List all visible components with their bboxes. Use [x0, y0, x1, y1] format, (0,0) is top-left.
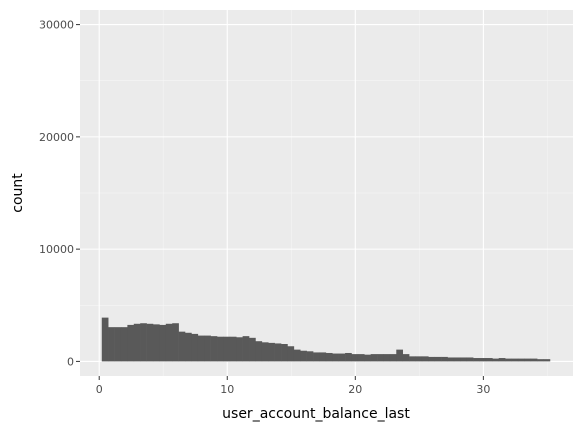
histogram-bar [345, 352, 352, 362]
histogram-bar [217, 336, 224, 362]
histogram-bar [152, 324, 160, 362]
histogram-bar [415, 356, 423, 362]
histogram-bar [261, 342, 269, 362]
histogram-bar [242, 336, 250, 362]
histogram-bar [313, 352, 320, 362]
histogram-bar [281, 344, 288, 362]
histogram-bar [255, 341, 263, 362]
histogram-bar [505, 358, 512, 362]
histogram-bar [165, 323, 173, 362]
histogram-bar [498, 358, 506, 362]
y-tick-label: 30000 [39, 19, 74, 32]
histogram-bar [178, 331, 186, 362]
histogram-bars [101, 317, 551, 362]
histogram-bar [485, 358, 493, 362]
histogram-bar [389, 354, 397, 362]
histogram-bar [434, 356, 442, 362]
x-tick-label: 10 [220, 383, 234, 396]
histogram-bar [229, 336, 237, 362]
minor-gridlines [80, 10, 573, 376]
histogram-bar [236, 337, 243, 362]
histogram-bar [185, 332, 192, 362]
histogram-bar [543, 359, 551, 362]
histogram-bar [338, 353, 346, 362]
histogram-bar [332, 353, 339, 362]
histogram-bar [325, 352, 333, 362]
histogram-bar [101, 317, 109, 362]
histogram-bar [473, 358, 480, 362]
x-tick-label: 20 [348, 383, 362, 396]
histogram-bar [172, 323, 179, 362]
histogram-bar [460, 357, 468, 362]
histogram-bar [453, 357, 461, 362]
histogram-bar [306, 351, 314, 362]
histogram-bar [274, 343, 282, 362]
histogram-bar [114, 327, 122, 362]
histogram-bar [357, 354, 365, 362]
histogram-bar [159, 324, 167, 362]
histogram-bar [197, 335, 205, 362]
histogram-bar [370, 354, 378, 362]
histogram-bar [146, 323, 154, 362]
histogram-bar [492, 358, 500, 362]
histogram-bar [319, 352, 327, 362]
histogram-bar [441, 356, 448, 362]
histogram-bar [249, 337, 256, 362]
histogram-bar [191, 333, 199, 362]
histogram-bar [127, 324, 135, 362]
histogram-bar [287, 346, 295, 362]
histogram-bar [223, 336, 231, 362]
histogram-bar [140, 323, 147, 362]
histogram-bar [466, 357, 474, 362]
x-axis-ticks: 0 10 20 30 [96, 376, 490, 396]
histogram-bar [268, 342, 275, 362]
histogram-bar [300, 350, 307, 362]
histogram-bar [537, 359, 544, 362]
histogram-bar [479, 358, 487, 362]
histogram-bar [364, 354, 371, 362]
histogram-bar [108, 327, 115, 362]
histogram-bar [524, 358, 532, 362]
histogram-bar [530, 358, 538, 362]
histogram-bar [293, 349, 301, 362]
histogram-bar [351, 354, 359, 362]
histogram-bar [409, 356, 416, 362]
y-tick-label: 20000 [39, 131, 74, 144]
histogram-bar [383, 354, 391, 362]
histogram-bar [517, 358, 525, 362]
histogram-bar [511, 358, 519, 362]
y-axis-ticks: 0 10000 20000 30000 [39, 19, 80, 368]
histogram-bar [402, 354, 410, 362]
x-tick-label: 30 [476, 383, 490, 396]
y-tick-label: 10000 [39, 243, 74, 256]
y-tick-label: 0 [67, 355, 74, 368]
y-axis-title: count [10, 173, 26, 213]
histogram-bar [204, 335, 211, 362]
x-tick-label: 0 [96, 383, 103, 396]
histogram-bar [210, 336, 218, 362]
histogram-bar [396, 349, 403, 362]
histogram-bar [377, 354, 384, 362]
x-axis-title: user_account_balance_last [222, 406, 410, 422]
histogram-bar [421, 356, 429, 362]
histogram-bar [120, 327, 128, 362]
histogram-bar [428, 356, 436, 362]
histogram-bar [447, 357, 455, 362]
histogram-bar [133, 323, 141, 362]
